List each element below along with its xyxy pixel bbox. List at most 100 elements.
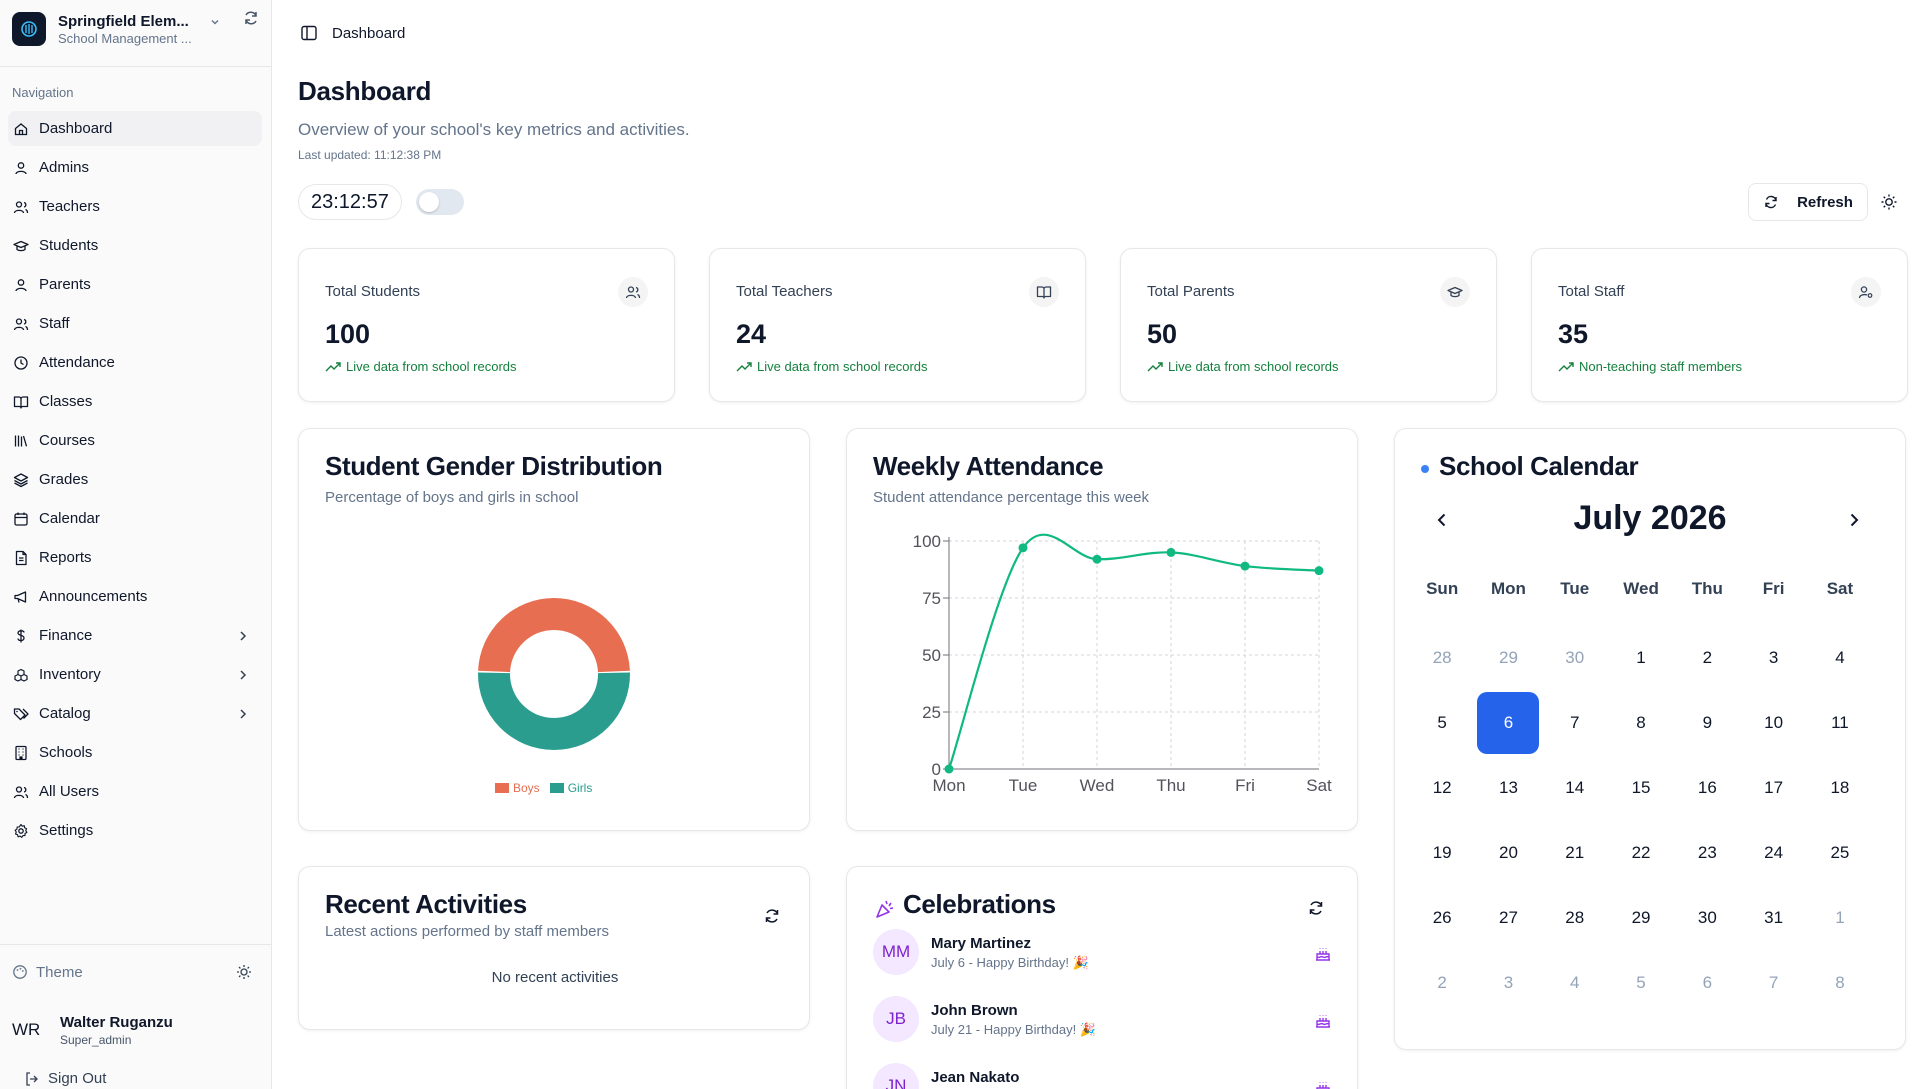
sun-icon[interactable] — [236, 964, 252, 980]
calendar-day[interactable]: 25 — [1807, 820, 1873, 885]
calendar-day[interactable]: 5 — [1409, 690, 1475, 755]
theme-toggle[interactable]: Theme — [12, 960, 252, 984]
data-point[interactable] — [1166, 547, 1176, 557]
data-point[interactable] — [1092, 554, 1102, 564]
sidebar-item-classes[interactable]: Classes — [8, 384, 262, 419]
sidebar-item-staff[interactable]: Staff — [8, 306, 262, 341]
calendar-day[interactable]: 20 — [1475, 820, 1541, 885]
calendar-day[interactable]: 16 — [1674, 755, 1740, 820]
sidebar-item-schools[interactable]: Schools — [8, 735, 262, 770]
calendar-day[interactable]: 6 — [1674, 950, 1740, 1015]
calendar-day[interactable]: 11 — [1807, 690, 1873, 755]
calendar-day[interactable]: 29 — [1475, 625, 1541, 690]
sidebar-item-dashboard[interactable]: Dashboard — [8, 111, 262, 146]
legend-item-girls[interactable]: Girls — [549, 781, 592, 795]
calendar-day-today[interactable]: 6 — [1475, 690, 1541, 755]
sync-icon[interactable] — [241, 8, 261, 28]
school-switcher[interactable]: Springfield Elem... School Management ..… — [12, 10, 260, 48]
refresh-icon[interactable] — [763, 907, 781, 925]
calendar-day[interactable]: 30 — [1674, 885, 1740, 950]
calendar-day[interactable]: 5 — [1608, 950, 1674, 1015]
user-menu[interactable]: WR Walter Ruganzu Super_admin — [12, 1010, 252, 1050]
calendar-day[interactable]: 3 — [1475, 950, 1541, 1015]
calendar-day[interactable]: 2 — [1674, 625, 1740, 690]
sidebar-item-parents[interactable]: Parents — [8, 267, 262, 302]
school-name: Springfield Elem... — [58, 12, 189, 30]
y-tick-label: 75 — [922, 589, 941, 608]
calendar-day[interactable]: 21 — [1542, 820, 1608, 885]
calendar-day[interactable]: 1 — [1608, 625, 1674, 690]
legend-item-boys[interactable]: Boys — [495, 781, 540, 795]
sidebar-item-courses[interactable]: Courses — [8, 423, 262, 458]
chevron-right-icon — [240, 709, 247, 719]
sidebar-item-finance[interactable]: Finance — [8, 618, 262, 653]
calendar-day[interactable]: 4 — [1807, 625, 1873, 690]
refresh-icon[interactable] — [1307, 899, 1325, 917]
calendar-day[interactable]: 18 — [1807, 755, 1873, 820]
calendar-day[interactable]: 31 — [1740, 885, 1806, 950]
calendar-day[interactable]: 22 — [1608, 820, 1674, 885]
calendar-day[interactable]: 4 — [1542, 950, 1608, 1015]
sidebar-item-label: Teachers — [39, 198, 100, 215]
sidebar-item-all-users[interactable]: All Users — [8, 774, 262, 809]
calendar-day[interactable]: 7 — [1740, 950, 1806, 1015]
sidebar-item-label: Attendance — [39, 354, 115, 371]
calendar-day[interactable]: 28 — [1409, 625, 1475, 690]
calendar-day[interactable]: 30 — [1542, 625, 1608, 690]
sidebar-item-teachers[interactable]: Teachers — [8, 189, 262, 224]
chevron-right-icon[interactable] — [1845, 511, 1863, 529]
day-number: 2 — [1437, 972, 1447, 992]
calendar-day[interactable]: 7 — [1542, 690, 1608, 755]
calendar-day[interactable]: 2 — [1409, 950, 1475, 1015]
school-calendar-card: School Calendar July 2026 Sun Mon Tue Wed Th… — [1394, 428, 1906, 1050]
calendar-day[interactable]: 28 — [1542, 885, 1608, 950]
calendar-day[interactable]: 9 — [1674, 690, 1740, 755]
calendar-day[interactable]: 1 — [1807, 885, 1873, 950]
stat-note: Non-teaching staff members — [1558, 359, 1742, 374]
calendar-day[interactable]: 29 — [1608, 885, 1674, 950]
calendar-day[interactable]: 26 — [1409, 885, 1475, 950]
x-tick-label: Fri — [1235, 776, 1255, 795]
sidebar-item-attendance[interactable]: Attendance — [8, 345, 262, 380]
refresh-button[interactable]: Refresh — [1748, 183, 1868, 221]
celebration-item: MM Mary Martinez July 6 - Happy Birthday! … — [873, 929, 1333, 996]
calendar-day[interactable]: 8 — [1608, 690, 1674, 755]
sign-out-button[interactable]: Sign Out — [24, 1070, 106, 1087]
data-point[interactable] — [944, 764, 954, 774]
calendar-day[interactable]: 27 — [1475, 885, 1541, 950]
calendar-day[interactable]: 24 — [1740, 820, 1806, 885]
data-point[interactable] — [1240, 561, 1250, 571]
data-point[interactable] — [1018, 543, 1028, 553]
calendar-day[interactable]: 13 — [1475, 755, 1541, 820]
sidebar-item-students[interactable]: Students — [8, 228, 262, 263]
clock-format-toggle[interactable] — [416, 189, 464, 215]
weekday-label: Sun — [1426, 579, 1459, 598]
calendar-day[interactable]: 10 — [1740, 690, 1806, 755]
calendar-day[interactable]: 17 — [1740, 755, 1806, 820]
sidebar-item-grades[interactable]: Grades — [8, 462, 262, 497]
sidebar-item-inventory[interactable]: Inventory — [8, 657, 262, 692]
donut-slice-boys[interactable] — [478, 597, 630, 673]
sidebar-item-catalog[interactable]: Catalog — [8, 696, 262, 731]
x-tick-label: Thu — [1156, 776, 1185, 795]
sidebar-toggle-icon[interactable] — [300, 24, 318, 42]
calendar-day[interactable]: 23 — [1674, 820, 1740, 885]
calendar-day[interactable]: 12 — [1409, 755, 1475, 820]
sidebar-item-settings[interactable]: Settings — [8, 813, 262, 848]
clock-icon — [13, 355, 29, 371]
home-icon — [13, 121, 29, 137]
calendar-day[interactable]: 8 — [1807, 950, 1873, 1015]
calendar-day[interactable]: 14 — [1542, 755, 1608, 820]
sun-icon[interactable] — [1880, 193, 1898, 211]
sidebar-item-admins[interactable]: Admins — [8, 150, 262, 185]
calendar-day[interactable]: 19 — [1409, 820, 1475, 885]
sidebar-item-announcements[interactable]: Announcements — [8, 579, 262, 614]
data-point[interactable] — [1314, 566, 1324, 576]
calendar-day[interactable]: 15 — [1608, 755, 1674, 820]
donut-slice-girls[interactable] — [478, 672, 630, 751]
sidebar-item-reports[interactable]: Reports — [8, 540, 262, 575]
sidebar-item-calendar[interactable]: Calendar — [8, 501, 262, 536]
day-number: 3 — [1768, 647, 1779, 667]
chevron-left-icon[interactable] — [1433, 511, 1451, 529]
calendar-day[interactable]: 3 — [1740, 625, 1806, 690]
